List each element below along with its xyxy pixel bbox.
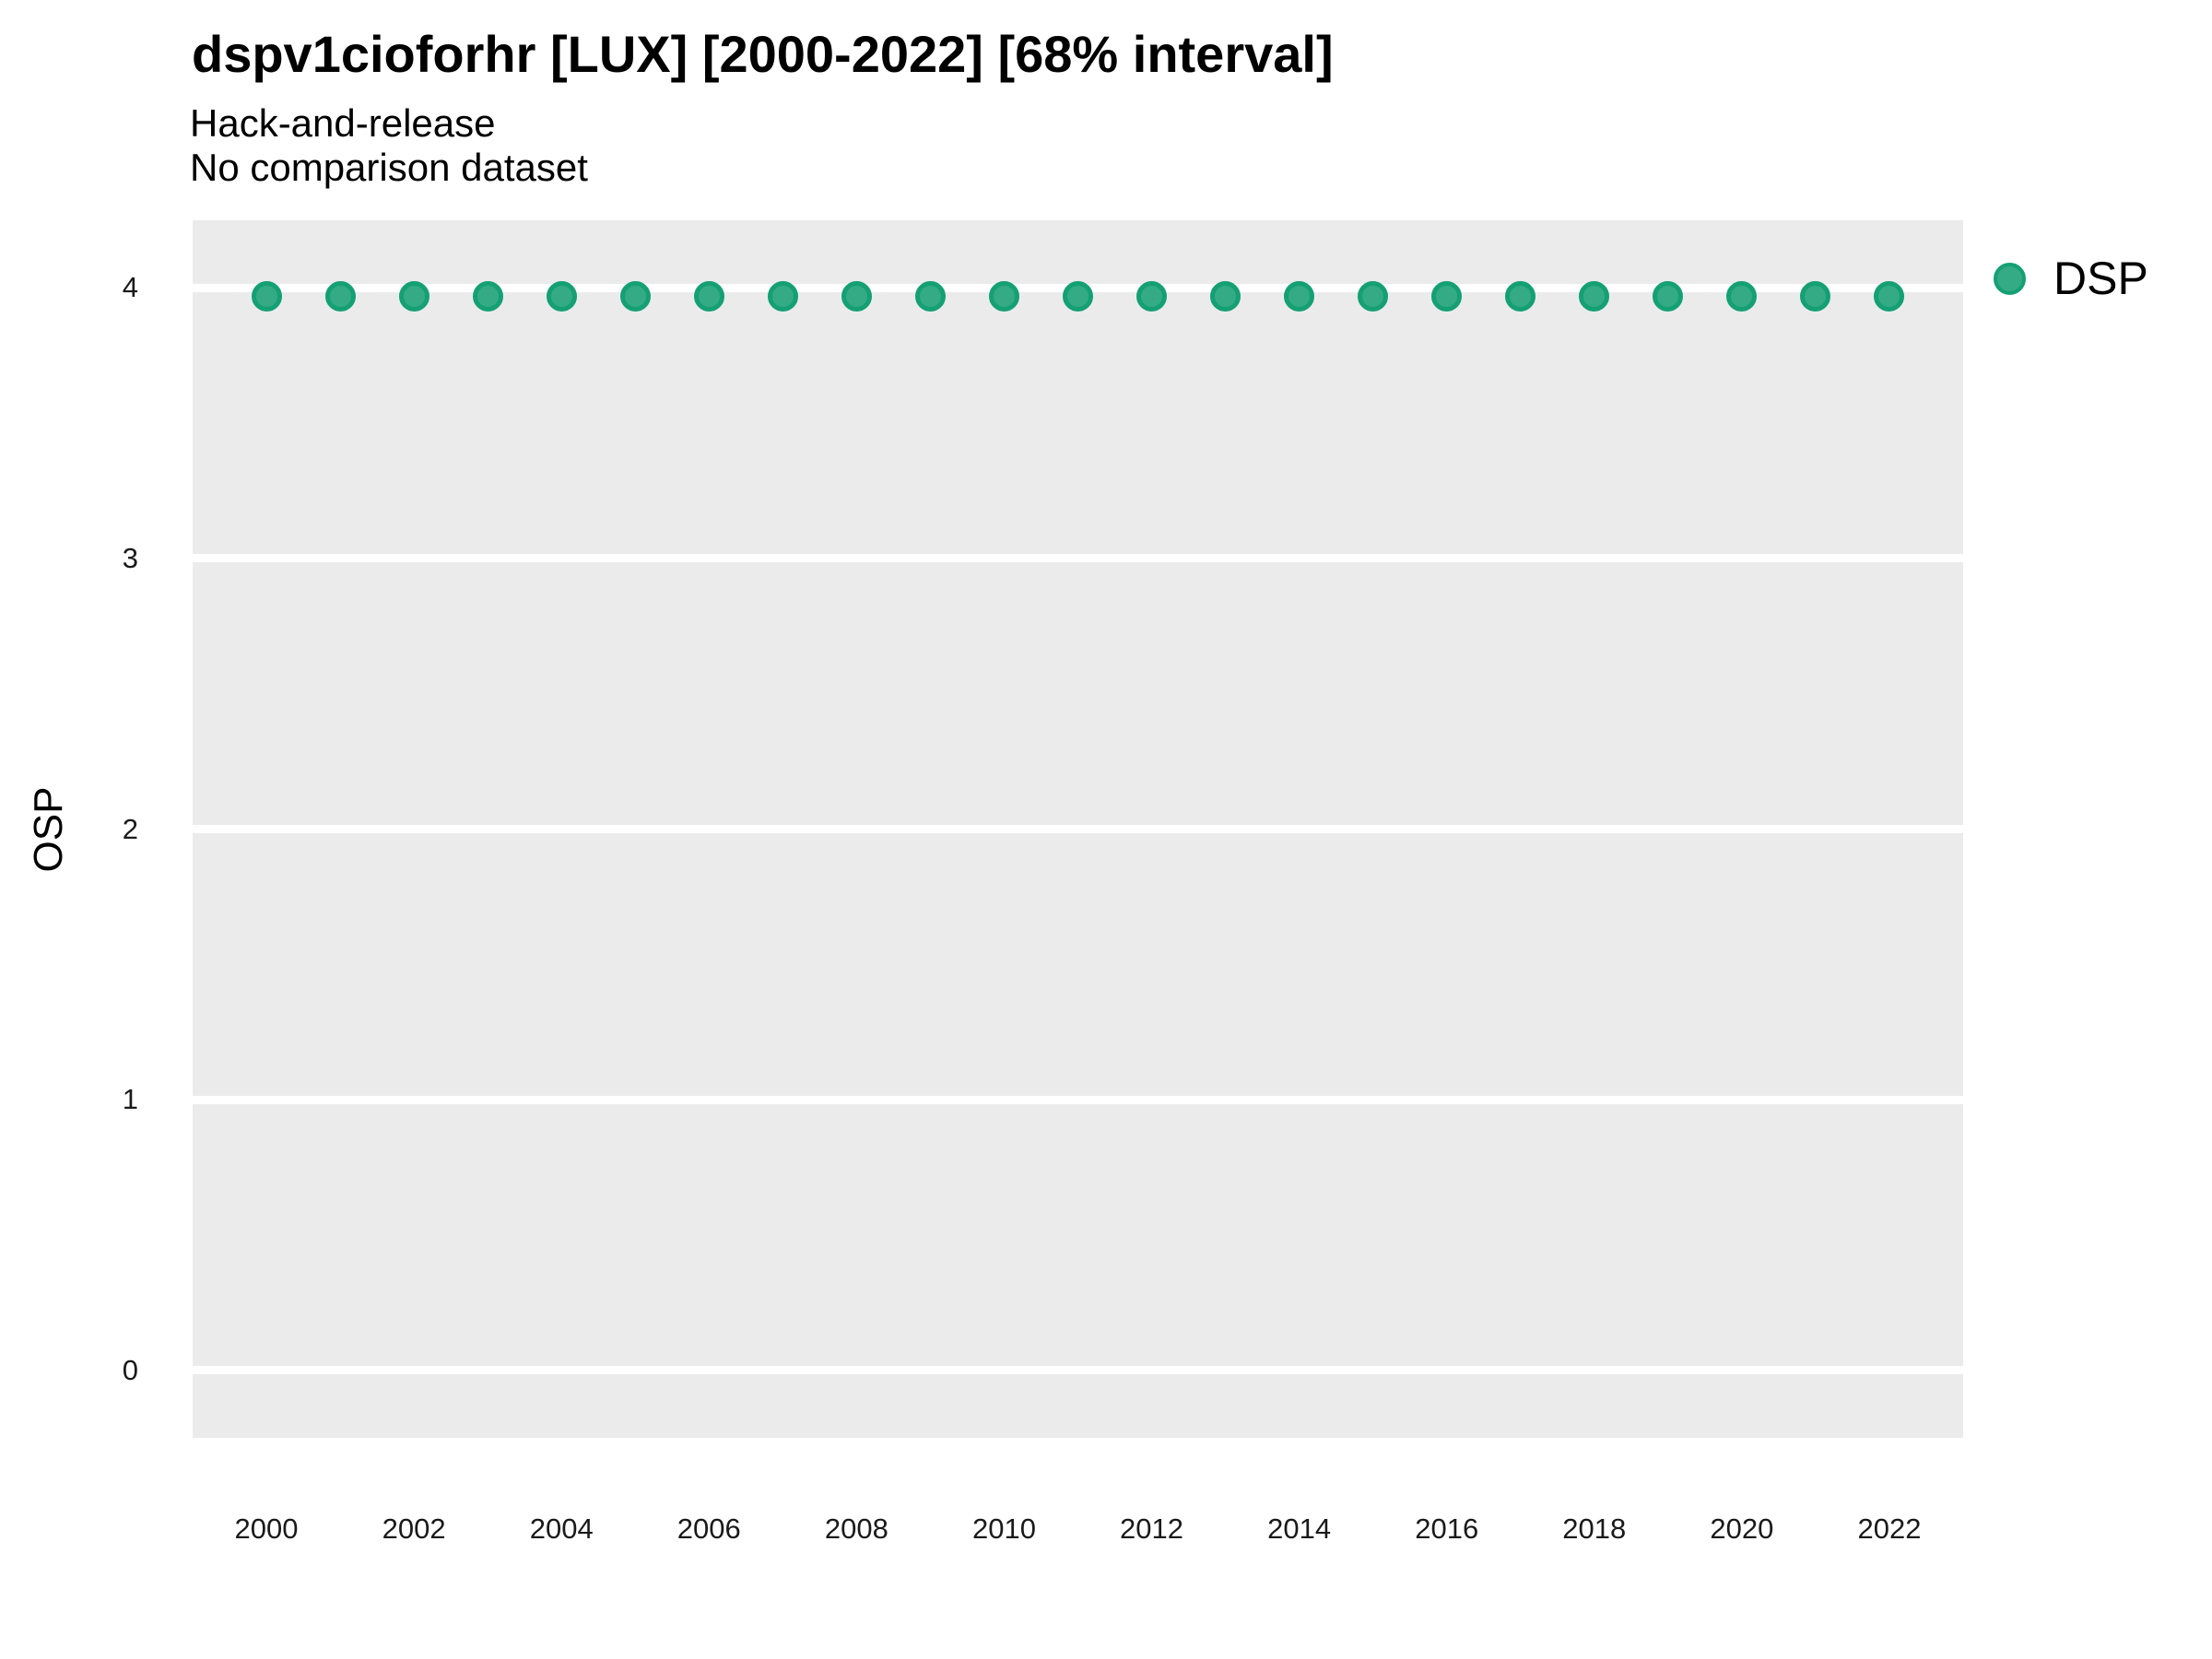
y-tick-label-1: 1 xyxy=(122,1083,138,1116)
chart-subtitle-2: No comparison dataset xyxy=(190,146,588,189)
data-point-DSP-2002 xyxy=(398,280,429,312)
chart-title: dspv1cioforhr [LUX] [2000-2022] [68% int… xyxy=(192,25,1334,83)
gridline-y-1 xyxy=(193,1095,1963,1104)
data-point-DSP-2001 xyxy=(324,280,356,312)
x-tick-label-2022: 2022 xyxy=(1857,1512,1922,1545)
x-tick-label-2014: 2014 xyxy=(1267,1512,1332,1545)
data-point-DSP-2021 xyxy=(1800,280,1831,312)
x-tick-label-2004: 2004 xyxy=(529,1512,594,1545)
data-point-DSP-2018 xyxy=(1579,280,1610,312)
data-point-DSP-2005 xyxy=(619,280,651,312)
y-tick-label-3: 3 xyxy=(122,541,138,574)
data-point-DSP-2000 xyxy=(251,280,282,312)
data-point-DSP-2016 xyxy=(1431,280,1463,312)
data-point-DSP-2014 xyxy=(1284,280,1315,312)
data-point-DSP-2012 xyxy=(1136,280,1168,312)
x-tick-label-2020: 2020 xyxy=(1710,1512,1774,1545)
x-tick-label-2008: 2008 xyxy=(824,1512,888,1545)
y-tick-label-2: 2 xyxy=(122,812,138,845)
data-point-DSP-2015 xyxy=(1358,280,1389,312)
data-point-DSP-2011 xyxy=(1063,280,1093,312)
x-tick-label-2000: 2000 xyxy=(234,1512,299,1545)
gridline-y-2 xyxy=(193,825,1963,833)
data-point-DSP-2017 xyxy=(1505,280,1536,312)
plot-panel xyxy=(193,220,1963,1438)
data-point-DSP-2020 xyxy=(1726,280,1758,312)
gridline-y-0 xyxy=(193,1366,1963,1375)
x-tick-label-2018: 2018 xyxy=(1562,1512,1627,1545)
chart-subtitle-1: Hack-and-release xyxy=(190,101,496,145)
data-point-DSP-2006 xyxy=(693,280,724,312)
x-tick-label-2006: 2006 xyxy=(677,1512,741,1545)
x-tick-label-2010: 2010 xyxy=(971,1512,1036,1545)
x-tick-label-2012: 2012 xyxy=(1120,1512,1184,1545)
x-tick-label-2016: 2016 xyxy=(1415,1512,1479,1545)
data-point-DSP-2007 xyxy=(767,280,798,312)
legend: DSP xyxy=(1994,253,2148,304)
y-tick-label-4: 4 xyxy=(122,271,138,304)
gridline-y-3 xyxy=(193,554,1963,563)
data-point-DSP-2008 xyxy=(841,280,872,312)
data-point-DSP-2019 xyxy=(1653,280,1684,312)
data-point-DSP-2009 xyxy=(914,280,946,312)
data-point-DSP-2010 xyxy=(988,280,1019,312)
data-point-DSP-2003 xyxy=(472,280,503,312)
data-point-DSP-2013 xyxy=(1210,280,1241,312)
data-point-DSP-2022 xyxy=(1874,280,1905,312)
legend-point-icon xyxy=(1994,262,2026,295)
x-tick-label-2002: 2002 xyxy=(382,1512,446,1545)
legend-label: DSP xyxy=(2053,253,2148,304)
y-tick-label-0: 0 xyxy=(122,1353,138,1386)
data-point-DSP-2004 xyxy=(546,280,577,312)
